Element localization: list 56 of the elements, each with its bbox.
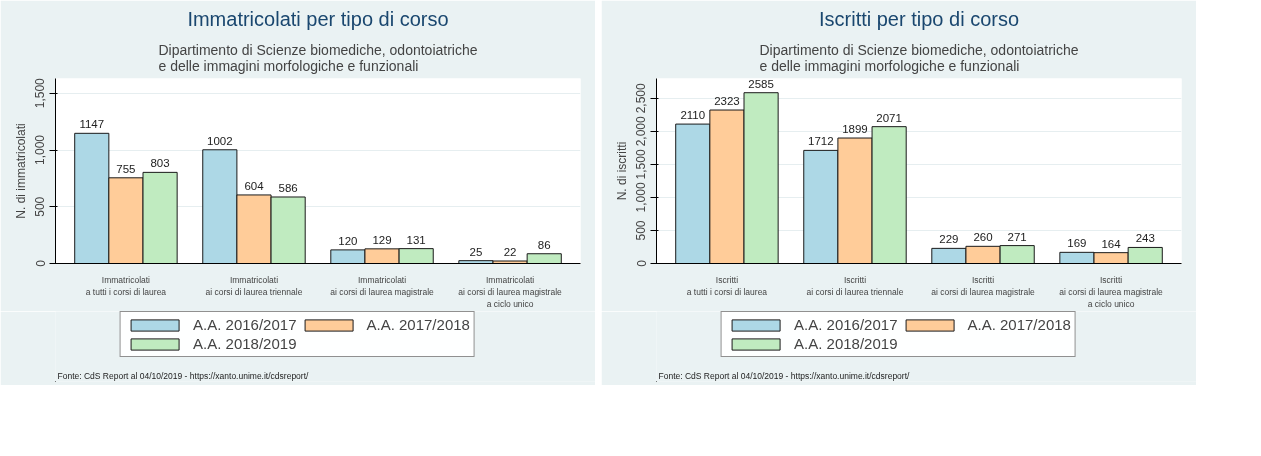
y-tick-label: 2,000 bbox=[634, 116, 649, 147]
y-tick-label: 0 bbox=[33, 259, 48, 267]
data-label: 25 bbox=[469, 245, 483, 258]
y-tick-label: 1,000 bbox=[33, 134, 48, 166]
y-tick-label: 1,000 bbox=[634, 182, 649, 213]
legend-label: A.A. 2018/2019 bbox=[794, 335, 898, 352]
x-tick-label: Iscritti ai corsi di laurea magistrale a ciclo unico bbox=[1059, 274, 1164, 309]
chart-title: Immatricolati per tipo di corso bbox=[187, 7, 449, 30]
data-label: 131 bbox=[406, 233, 426, 246]
legend-label: A.A. 2018/2019 bbox=[193, 335, 297, 352]
data-label: 164 bbox=[1101, 237, 1122, 250]
x-tick-label: Immatricolati a tutti i corsi di laurea bbox=[85, 274, 167, 297]
y-tick-label: 1,500 bbox=[33, 77, 48, 109]
data-label: 2071 bbox=[876, 111, 902, 124]
y-tick-label: 1,500 bbox=[634, 149, 649, 180]
data-label: 22 bbox=[503, 246, 517, 258]
y-axis-title: N. di immatricolati bbox=[13, 123, 28, 219]
legend-label: A.A. 2016/2017 bbox=[193, 316, 297, 333]
y-tick-label: 500 bbox=[33, 196, 48, 217]
y-tick-label: 0 bbox=[634, 259, 649, 267]
x-tick-label: Immatricolati ai corsi di laurea magistrale bbox=[330, 274, 435, 297]
source-note: Fonte: CdS Report al 04/10/2019 - https://xanto.unime.it/cdsreport/ bbox=[57, 370, 310, 381]
data-label: 755 bbox=[116, 162, 136, 175]
source-note: Fonte: CdS Report al 04/10/2019 - https://xanto.unime.it/cdsreport/ bbox=[658, 370, 911, 381]
data-label: 2585 bbox=[748, 77, 774, 90]
x-tick-label: Iscritti a tutti i corsi di laurea bbox=[686, 274, 768, 297]
data-label: 260 bbox=[973, 231, 993, 244]
data-label: 1712 bbox=[808, 135, 834, 148]
chart-subtitle: Dipartimento di Scienze biomediche, odontoiatriche e delle immagini morfologiche e funzionali bbox=[759, 41, 1079, 74]
x-tick-label: Immatricolati ai corsi di laurea triennale bbox=[205, 274, 303, 297]
x-tick-label: Iscritti ai corsi di laurea magistrale bbox=[931, 274, 1036, 297]
x-tick-label: Immatricolati ai corsi di laurea magistrale a ciclo unico bbox=[458, 274, 563, 309]
data-label: 604 bbox=[244, 179, 265, 192]
chart-title: Iscritti per tipo di corso bbox=[818, 7, 1020, 30]
y-tick-label: 500 bbox=[634, 220, 649, 241]
data-label: 2323 bbox=[714, 95, 740, 108]
data-label: 271 bbox=[1007, 230, 1027, 243]
x-tick-label: Iscritti ai corsi di laurea triennale bbox=[806, 274, 904, 297]
y-tick-label: 2,500 bbox=[634, 82, 649, 114]
data-label: 243 bbox=[1135, 232, 1155, 245]
data-label: 1147 bbox=[79, 118, 105, 131]
data-label: 120 bbox=[338, 234, 358, 247]
legend-label: A.A. 2017/2018 bbox=[366, 316, 470, 333]
data-label: 86 bbox=[537, 238, 551, 251]
y-axis-title: N. di iscritti bbox=[614, 141, 629, 201]
data-label: 803 bbox=[150, 157, 170, 170]
data-label: 1002 bbox=[207, 134, 233, 147]
legend-label: A.A. 2017/2018 bbox=[967, 316, 1071, 333]
chart-subtitle: Dipartimento di Scienze biomediche, odontoiatriche e delle immagini morfologiche e funzionali bbox=[158, 41, 478, 74]
data-label: 229 bbox=[939, 233, 959, 246]
data-label: 2110 bbox=[680, 109, 706, 122]
data-label: 129 bbox=[372, 233, 392, 246]
data-label: 586 bbox=[278, 181, 298, 194]
legend-label: A.A. 2016/2017 bbox=[794, 316, 898, 333]
data-label: 1899 bbox=[842, 123, 868, 136]
data-label: 169 bbox=[1067, 237, 1087, 250]
